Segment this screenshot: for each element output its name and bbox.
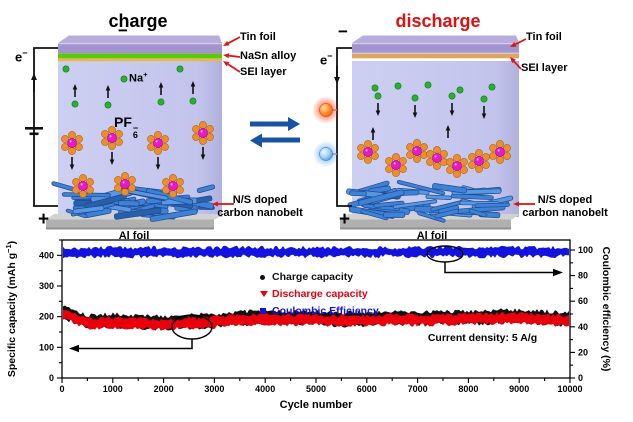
tin-foil-label-left: Tin foil [240, 31, 276, 43]
svg-text:80: 80 [578, 271, 588, 281]
svg-text:100: 100 [578, 245, 593, 255]
discharge-cell [340, 35, 520, 230]
na-ion-label: Na+ [129, 70, 148, 85]
circuit-wires [25, 47, 352, 207]
equilibrium-arrows-icon [250, 117, 300, 148]
pf6-ion-label: PF −6 [114, 114, 139, 140]
svg-text:3000: 3000 [204, 384, 224, 394]
nanobelt-label-left: N/S doped carbon nanobelt [217, 194, 303, 219]
svg-text:2000: 2000 [154, 384, 174, 394]
coulombic-efficiency-marker-icon [260, 305, 272, 317]
svg-text:0: 0 [59, 384, 64, 394]
svg-text:0: 0 [49, 373, 54, 383]
positive-terminal-left: + [38, 209, 50, 230]
svg-text:60: 60 [578, 296, 588, 306]
svg-text:40: 40 [578, 322, 588, 332]
chart-legend: Charge capacity Discharge capacity Coulo… [260, 268, 379, 319]
svg-text:300: 300 [39, 281, 54, 291]
discharge-capacity-marker-icon [260, 288, 272, 300]
legend-item-coulombic-efficiency: Coulombic Efficiency [260, 302, 379, 319]
svg-text:0: 0 [578, 373, 583, 383]
callout-annotations [69, 245, 563, 353]
negative-terminal-left: − [118, 21, 128, 40]
svg-text:200: 200 [39, 312, 54, 322]
electron-label-right: e− [320, 51, 333, 68]
charge-title: charge [108, 11, 168, 31]
charge-capacity-marker-icon [260, 271, 272, 283]
sei-layer-label-right: SEI layer [521, 62, 568, 74]
nasn-alloy-label: NaSn alloy [240, 50, 297, 62]
al-foil-label-left: Al foil [118, 230, 150, 242]
electron-label-left: e− [15, 48, 28, 65]
legend-item-discharge-capacity: Discharge capacity [260, 285, 379, 302]
svg-text:6000: 6000 [357, 384, 377, 394]
svg-text:7000: 7000 [408, 384, 428, 394]
svg-text:1000: 1000 [103, 384, 123, 394]
positive-terminal-right: + [339, 209, 351, 230]
svg-text:10000: 10000 [557, 384, 582, 394]
label-pointer-arrows [212, 36, 535, 207]
svg-text:Specific capacity (mAh g−1): Specific capacity (mAh g−1) [4, 241, 18, 377]
al-foil-label-right: Al foil [416, 230, 448, 242]
negative-terminal-right: − [338, 22, 348, 41]
current-density-annotation: Current density: 5 A/g [427, 332, 538, 344]
svg-text:400: 400 [39, 250, 54, 260]
svg-text:100: 100 [39, 342, 54, 352]
cycling-chart: 0 1000 2000 3000 4000 5000 6000 7000 8000 9000 100… [4, 239, 612, 411]
svg-text:5000: 5000 [306, 384, 326, 394]
svg-text:4000: 4000 [255, 384, 275, 394]
charge-cell [46, 35, 223, 230]
svg-text:9000: 9000 [509, 384, 529, 394]
legend-item-charge-capacity: Charge capacity [260, 268, 379, 285]
tin-foil-label-right: Tin foil [526, 31, 562, 43]
schematic-graphic [25, 35, 535, 230]
svg-text:Coulombic efficiency (%): Coulombic efficiency (%) [600, 247, 612, 372]
svg-text:20: 20 [578, 347, 588, 357]
discharge-title: discharge [395, 11, 481, 31]
sei-layer-label-left: SEI layer [240, 66, 287, 78]
svg-text:8000: 8000 [458, 384, 478, 394]
svg-text:Cycle number: Cycle number [280, 399, 353, 411]
nanobelt-label-right: N/S doped carbon nanobelt [522, 194, 608, 219]
led-indicators [312, 96, 340, 167]
